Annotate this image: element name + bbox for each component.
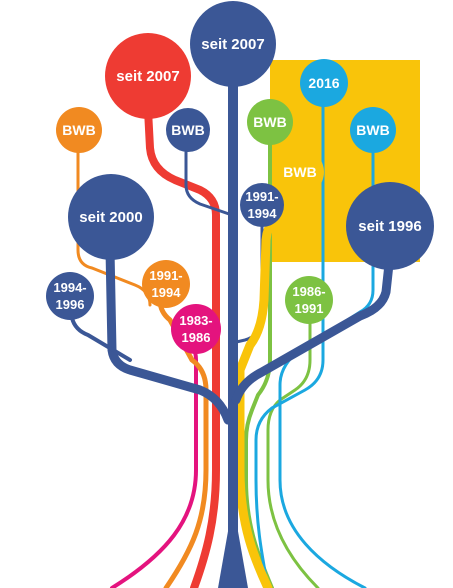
arm-left <box>105 245 233 425</box>
node-circle <box>247 99 293 145</box>
node-seit2000[interactable]: seit 2000 <box>68 174 154 260</box>
trunk-base <box>218 520 248 588</box>
node-label: BWB <box>62 122 95 138</box>
branch-green-2 <box>266 318 320 588</box>
node-bwb-blue[interactable]: BWB <box>166 108 210 152</box>
node-circle <box>105 33 191 119</box>
node-label-line2: 1991 <box>295 301 324 316</box>
node-circle <box>166 108 210 152</box>
branch-cyan <box>254 98 325 588</box>
node-label-line2: 1994 <box>248 206 278 221</box>
node-label-line1: 1986- <box>292 284 325 299</box>
node-label: seit 1996 <box>358 218 421 235</box>
arm-right <box>231 250 395 405</box>
branch-green <box>244 138 274 588</box>
node-label: BWB <box>283 164 316 180</box>
node-bwb-yellow[interactable]: BWB <box>276 148 324 196</box>
node-1994-1996[interactable]: 1994- 1996 <box>46 272 94 320</box>
branch-red <box>144 106 220 588</box>
node-label-line1: 1994- <box>53 280 86 295</box>
node-1983-1986[interactable]: 1983- 1986 <box>171 304 221 354</box>
node-label-line1: 1991- <box>149 268 182 283</box>
node-seit1996[interactable]: seit 1996 <box>346 182 434 270</box>
node-circle <box>171 304 221 354</box>
node-label-line2: 1994 <box>152 285 182 300</box>
node-bwb-green[interactable]: BWB <box>247 99 293 145</box>
node-seit2007-red[interactable]: seit 2007 <box>105 33 191 119</box>
node-label: BWB <box>356 122 389 138</box>
node-2016[interactable]: 2016 <box>300 59 348 107</box>
node-label: BWB <box>253 114 286 130</box>
node-label-line2: 1986 <box>182 330 211 345</box>
node-seit2007-blue[interactable]: seit 2007 <box>190 1 276 87</box>
node-label-line1: 1983- <box>179 313 212 328</box>
node-1991-1994-blue[interactable]: 1991- 1994 <box>240 183 284 227</box>
node-circle <box>285 276 333 324</box>
node-circle <box>56 107 102 153</box>
node-label: seit 2007 <box>201 36 264 53</box>
node-label-line2: 1996 <box>56 297 85 312</box>
node-1986-1991[interactable]: 1986- 1991 <box>285 276 333 324</box>
node-circle <box>142 260 190 308</box>
node-label: seit 2007 <box>116 68 179 85</box>
node-circle <box>300 59 348 107</box>
node-label: BWB <box>171 122 204 138</box>
branch-blue-thin <box>184 148 234 217</box>
node-circle <box>46 272 94 320</box>
node-bwb-cyan[interactable]: BWB <box>350 107 396 153</box>
node-bwb-orange[interactable]: BWB <box>56 107 102 153</box>
branch-cyan-2 <box>278 148 375 588</box>
node-circle <box>68 174 154 260</box>
node-circle <box>190 1 276 87</box>
node-1991-1994-orange[interactable]: 1991- 1994 <box>142 260 190 308</box>
node-circle <box>240 183 284 227</box>
node-circle <box>276 148 324 196</box>
node-label: 2016 <box>308 75 339 91</box>
branch-orange <box>157 297 209 588</box>
node-label-line1: 1991- <box>245 189 278 204</box>
node-label: seit 2000 <box>79 209 142 226</box>
node-circle <box>350 107 396 153</box>
node-circle <box>346 182 434 270</box>
